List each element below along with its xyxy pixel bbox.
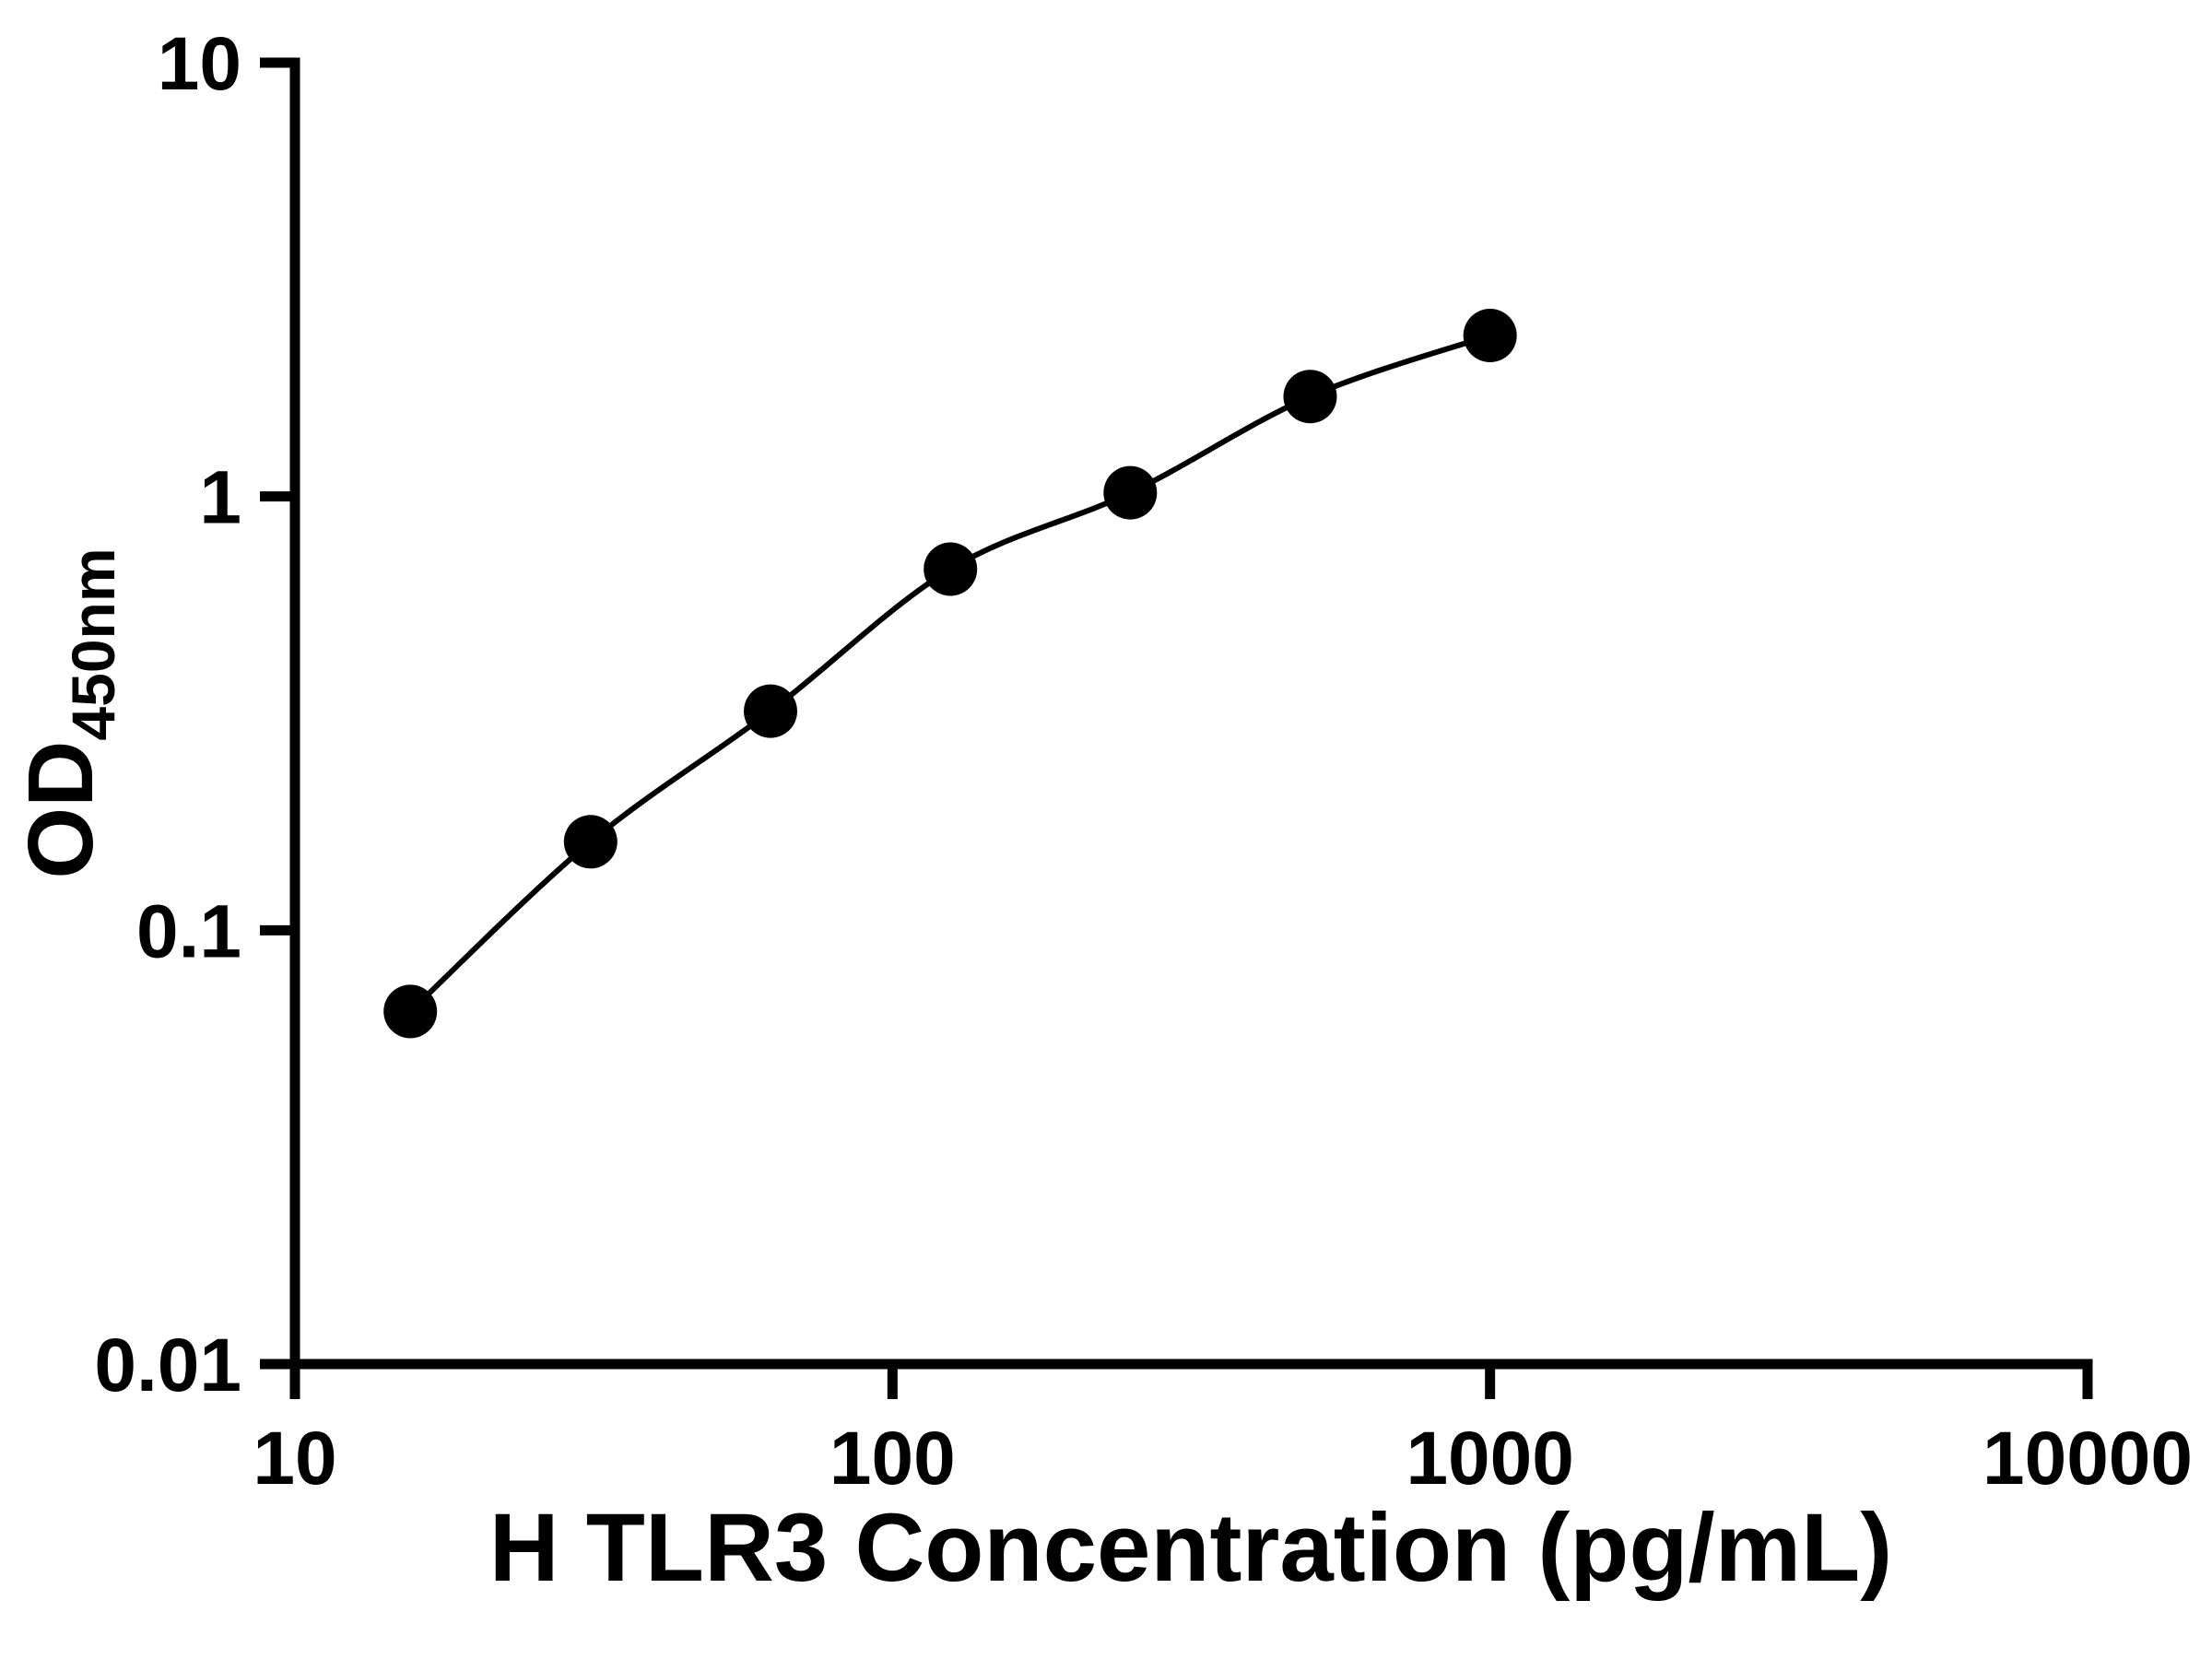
y-tick-label: 10 (158, 22, 241, 106)
y-axis-title-sub: 450nm (59, 547, 127, 740)
ticks-layer: 10 100 1000 10000 0.01 0.1 1 10 (94, 22, 2193, 1500)
data-point (744, 684, 797, 738)
data-point (924, 542, 978, 596)
data-point (383, 984, 438, 1039)
y-axis-title: OD450nm (9, 547, 127, 878)
series-layer (383, 309, 1517, 1039)
y-tick-label: 0.1 (136, 889, 241, 973)
axes-layer (289, 57, 2093, 1370)
x-tick-label: 10 (253, 1417, 336, 1500)
data-point (563, 815, 618, 869)
x-tick-label: 100 (830, 1417, 956, 1500)
y-tick-label: 1 (199, 456, 241, 540)
axes (289, 57, 2093, 1370)
data-point (1103, 465, 1158, 520)
x-tick-label: 1000 (1406, 1417, 1573, 1500)
y-axis-title-main: OD (9, 741, 112, 879)
curve-line (408, 333, 1491, 1014)
x-tick-label: 10000 (1983, 1417, 2193, 1500)
x-axis-title: H TLR3 Concentration (pg/mL) (489, 1494, 1892, 1602)
data-point (1283, 370, 1337, 424)
data-point (1463, 309, 1517, 362)
y-tick-label: 0.01 (94, 1324, 241, 1407)
titles-layer: H TLR3 Concentration (pg/mL) OD450nm (9, 547, 1892, 1602)
